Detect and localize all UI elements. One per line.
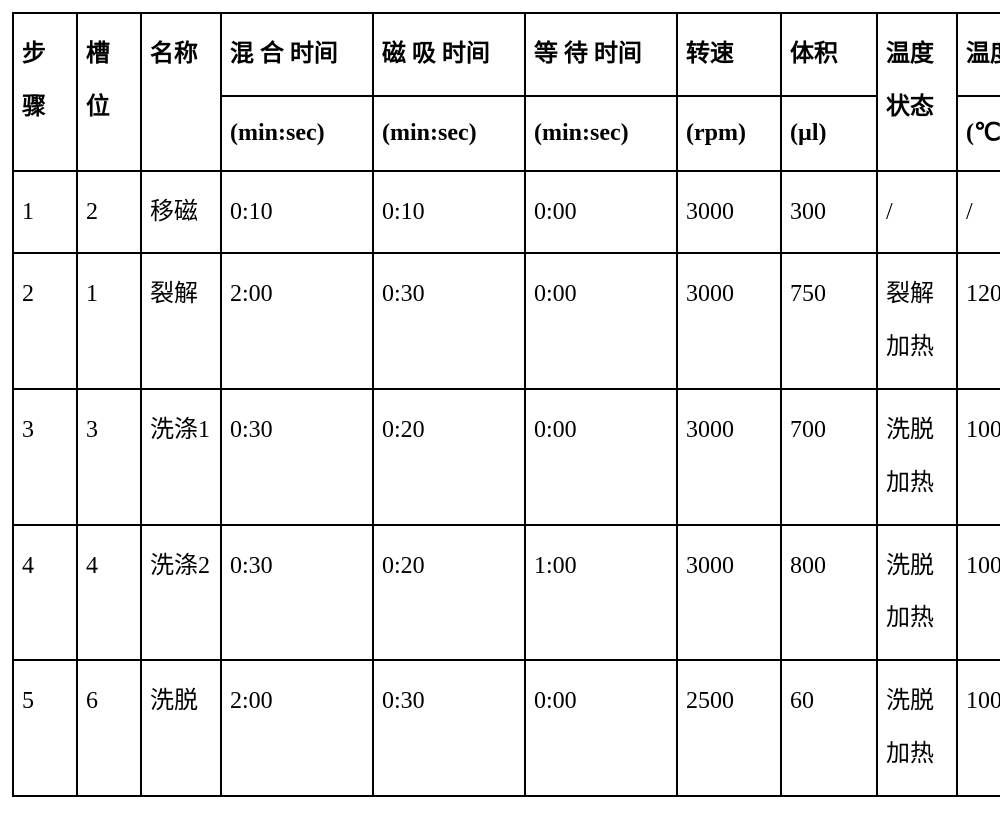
cell-wait: 0:00 (525, 171, 677, 254)
cell-name: 裂解 (141, 253, 221, 389)
cell-tstat: 洗脱加热 (877, 389, 957, 525)
unit-wait: (min:sec) (525, 96, 677, 171)
cell-name: 洗涤2 (141, 525, 221, 661)
cell-rpm: 3000 (677, 525, 781, 661)
cell-mag: 0:20 (373, 389, 525, 525)
cell-wait: 0:00 (525, 253, 677, 389)
cell-slot: 1 (77, 253, 141, 389)
cell-rpm: 2500 (677, 660, 781, 796)
protocol-table: 步骤 槽位 名称 混 合 时间 磁 吸 时间 等 待 时间 转速 体积 温度状态… (12, 12, 1000, 797)
cell-tstat: / (877, 171, 957, 254)
cell-vol: 700 (781, 389, 877, 525)
col-mix-time: 混 合 时间 (221, 13, 373, 96)
cell-vol: 750 (781, 253, 877, 389)
col-name: 名称 (141, 13, 221, 171)
table-row: 2 1 裂解 2:00 0:30 0:00 3000 750 裂解加热 120 (13, 253, 1000, 389)
cell-name: 洗脱 (141, 660, 221, 796)
table-row: 4 4 洗涤2 0:30 0:20 1:00 3000 800 洗脱加热 100 (13, 525, 1000, 661)
cell-rpm: 3000 (677, 389, 781, 525)
col-mag-time: 磁 吸 时间 (373, 13, 525, 96)
cell-vol: 800 (781, 525, 877, 661)
table-row: 3 3 洗涤1 0:30 0:20 0:00 3000 700 洗脱加热 100 (13, 389, 1000, 525)
cell-tstat: 洗脱加热 (877, 525, 957, 661)
cell-mag: 0:10 (373, 171, 525, 254)
cell-mix: 0:10 (221, 171, 373, 254)
unit-rpm: (rpm) (677, 96, 781, 171)
cell-temp: 100 (957, 660, 1000, 796)
cell-slot: 4 (77, 525, 141, 661)
cell-step: 1 (13, 171, 77, 254)
cell-step: 2 (13, 253, 77, 389)
cell-rpm: 3000 (677, 171, 781, 254)
table-row: 5 6 洗脱 2:00 0:30 0:00 2500 60 洗脱加热 100 (13, 660, 1000, 796)
cell-wait: 1:00 (525, 525, 677, 661)
cell-mag: 0:30 (373, 660, 525, 796)
cell-wait: 0:00 (525, 660, 677, 796)
col-temp-status: 温度状态 (877, 13, 957, 171)
cell-slot: 3 (77, 389, 141, 525)
cell-mix: 0:30 (221, 389, 373, 525)
table-row: 1 2 移磁 0:10 0:10 0:00 3000 300 / / (13, 171, 1000, 254)
cell-name: 洗涤1 (141, 389, 221, 525)
col-volume: 体积 (781, 13, 877, 96)
cell-mix: 2:00 (221, 660, 373, 796)
col-slot: 槽位 (77, 13, 141, 171)
cell-temp: 100 (957, 525, 1000, 661)
cell-step: 5 (13, 660, 77, 796)
table-body: 1 2 移磁 0:10 0:10 0:00 3000 300 / / 2 1 裂… (13, 171, 1000, 796)
col-step: 步骤 (13, 13, 77, 171)
cell-temp: 120 (957, 253, 1000, 389)
cell-step: 3 (13, 389, 77, 525)
cell-wait: 0:00 (525, 389, 677, 525)
cell-name: 移磁 (141, 171, 221, 254)
unit-mix: (min:sec) (221, 96, 373, 171)
unit-mag: (min:sec) (373, 96, 525, 171)
table-header: 步骤 槽位 名称 混 合 时间 磁 吸 时间 等 待 时间 转速 体积 温度状态… (13, 13, 1000, 171)
cell-tstat: 洗脱加热 (877, 660, 957, 796)
col-speed: 转速 (677, 13, 781, 96)
cell-slot: 6 (77, 660, 141, 796)
unit-ul: (µl) (781, 96, 877, 171)
cell-mag: 0:20 (373, 525, 525, 661)
cell-temp: 100 (957, 389, 1000, 525)
cell-step: 4 (13, 525, 77, 661)
cell-mag: 0:30 (373, 253, 525, 389)
cell-slot: 2 (77, 171, 141, 254)
cell-mix: 0:30 (221, 525, 373, 661)
cell-vol: 60 (781, 660, 877, 796)
cell-vol: 300 (781, 171, 877, 254)
cell-mix: 2:00 (221, 253, 373, 389)
cell-tstat: 裂解加热 (877, 253, 957, 389)
cell-temp: / (957, 171, 1000, 254)
cell-rpm: 3000 (677, 253, 781, 389)
col-temp: 温度 (957, 13, 1000, 96)
col-wait-time: 等 待 时间 (525, 13, 677, 96)
unit-temp: (℃) (957, 96, 1000, 171)
